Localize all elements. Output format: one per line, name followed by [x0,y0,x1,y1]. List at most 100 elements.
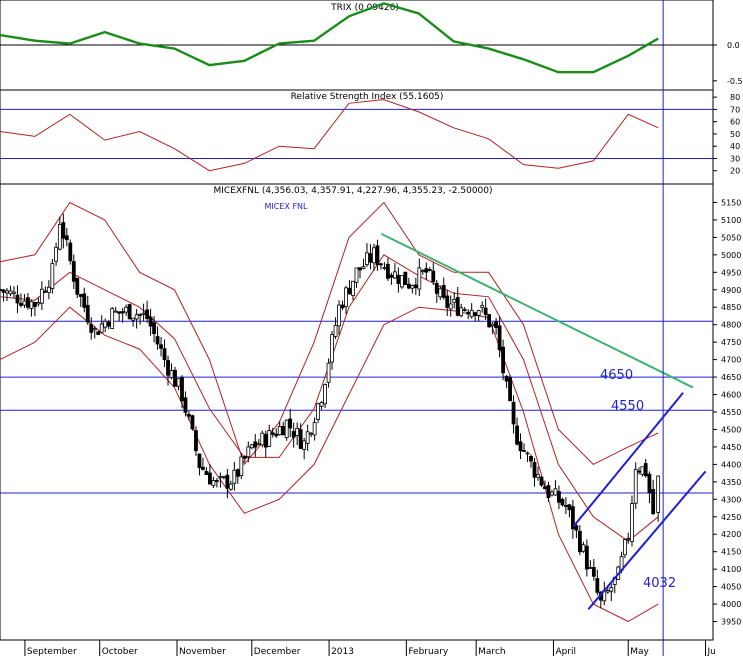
candle-body-138 [480,305,485,308]
rsi-title: Relative Strength Index (55.1605) [291,92,444,102]
candle-body-58 [201,466,205,470]
candle-body-145 [504,375,509,382]
candle-body-72 [249,444,254,449]
candle-body-2 [5,290,9,294]
candle-body-119 [413,284,418,289]
candle-body-144 [501,346,505,374]
candle-body-133 [462,309,467,311]
candle-body-16 [54,246,58,262]
candle-body-187 [651,489,656,515]
candle-body-74 [256,443,261,446]
price-tick-label-12: 4550 [721,408,741,417]
price-tick-label-0: 5150 [721,198,741,207]
candle-body-4 [12,291,16,294]
trendline-0 [380,232,694,389]
candle-body-8 [26,297,30,308]
price-tick-label-16: 4350 [721,478,741,487]
candle-body-99 [344,287,348,307]
candle-body-37 [127,304,132,320]
candle-body-102 [354,267,359,283]
candle-body-19 [64,235,69,241]
trix-tick-label-1: -0.5 [727,77,743,86]
candle-body-108 [375,245,380,266]
price-tick-label-7: 4800 [721,321,741,330]
candle-body-3 [8,290,13,295]
candle-body-90 [312,422,317,436]
candle-body-106 [368,253,373,263]
candle-body-149 [518,441,523,452]
candle-body-141 [490,323,495,327]
candle-body-24 [82,293,87,308]
candle-body-139 [483,307,488,315]
trix-title: TRIX (0.09426) [330,3,399,13]
candle-body-161 [560,498,565,506]
candle-body-57 [197,453,202,469]
candle-body-100 [347,287,352,295]
price-tick-label-13: 4500 [721,425,741,434]
bollinger-upper-line [0,201,659,466]
candle-body-129 [448,303,453,310]
candle-body-30 [103,320,108,328]
candle-body-127 [441,285,446,298]
candle-body-75 [260,432,265,446]
candle-body-41 [141,312,146,315]
candle-body-17 [57,224,62,250]
candle-body-59 [204,470,209,475]
candle-body-42 [145,309,149,319]
price-tick-label-17: 4300 [721,495,741,504]
candle-body-98 [340,304,345,309]
candle-body-92 [319,402,324,407]
price-title: MICEXFNL (4,356.03, 4,357.91, 4,227.96, … [213,186,492,196]
candle-body-142 [494,321,499,328]
candle-body-65 [225,474,230,489]
candle-body-87 [302,440,307,450]
candle-body-7 [22,300,27,306]
price-subtitle: MICEX FNL [265,202,309,211]
rsi-tick-label-0: 80 [730,93,740,102]
price-tick-label-2: 5050 [721,233,741,242]
candle-body-14 [46,286,51,293]
price-tick-label-23: 4000 [721,600,741,609]
candle-body-46 [159,344,163,349]
candle-body-115 [399,275,404,288]
candle-body-81 [281,426,286,436]
candle-body-6 [19,302,23,306]
candle-body-22 [75,277,80,295]
candle-body-113 [392,271,397,279]
candle-body-103 [358,267,362,271]
candle-body-25 [85,304,90,323]
price-tick-label-21: 4100 [721,565,741,574]
candle-body-5 [15,294,20,304]
candle-body-184 [640,466,645,475]
candle-body-134 [466,311,471,315]
candle-body-79 [274,433,279,437]
candle-body-84 [291,431,296,438]
candle-body-12 [39,288,44,304]
candle-body-165 [574,525,579,531]
price-tick-label-4: 4950 [721,268,741,277]
candle-body-32 [110,308,115,330]
candle-body-153 [532,462,537,478]
candle-body-109 [379,263,383,266]
annotation-4032: 4032 [643,576,676,591]
candle-body-49 [169,370,174,379]
candle-body-63 [218,476,223,479]
candle-body-186 [647,473,652,494]
rsi-tick-label-3: 50 [730,130,740,139]
price-tick-label-18: 4250 [721,513,741,522]
candle-body-43 [148,316,153,327]
candle-body-13 [43,290,48,293]
candle-body-33 [113,310,118,313]
date-axis-label-6: March [478,647,505,656]
candle-body-82 [284,419,289,439]
candle-body-156 [543,486,547,490]
rsi-tick-label-5: 30 [730,154,740,163]
candle-body-181 [630,503,634,542]
candle-body-146 [508,377,512,402]
candle-body-121 [420,270,425,272]
price-tick-label-1: 5100 [721,216,741,225]
candle-body-83 [288,418,293,429]
price-tick-label-8: 4750 [721,338,741,347]
